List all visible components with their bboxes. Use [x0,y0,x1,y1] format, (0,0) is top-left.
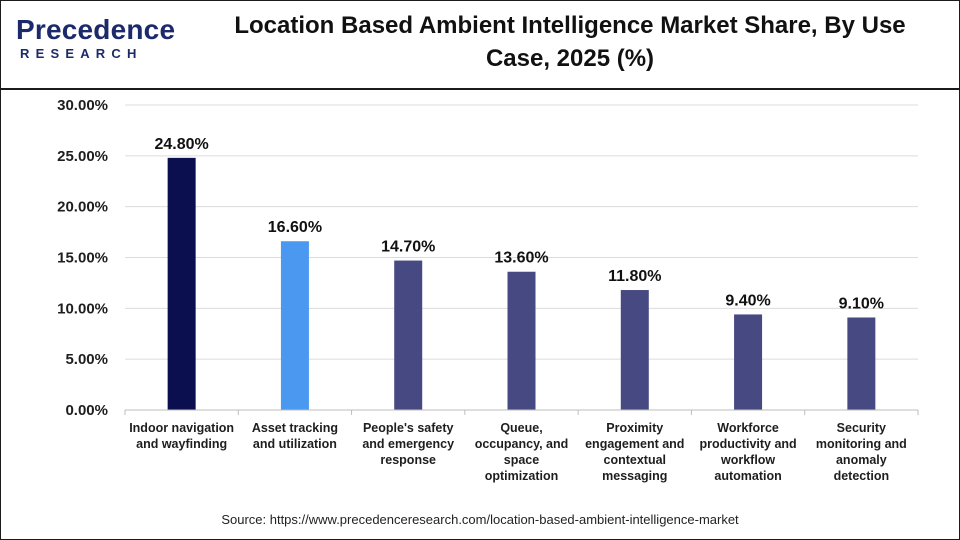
data-label: 9.40% [725,292,770,309]
category-label: Workforce productivity and workflow automat… [699,421,796,483]
bar [620,290,649,410]
chart-title: Location Based Ambient Intelligence Mark… [234,12,906,72]
bar [167,157,196,410]
data-label: 14.70% [381,239,435,256]
bars [167,157,876,410]
category-label: Security monitoring and anomaly detection [816,421,907,483]
chart-header: Precedence RESEARCH Location Based Ambie… [0,0,960,90]
y-tick-label: 0.00% [65,402,108,419]
y-tick-label: 5.00% [65,351,108,368]
category-label: Proximity engagement and contextual messagi… [585,421,684,483]
y-tick-label: 20.00% [57,199,108,216]
y-axis: 0.00% 5.00% 10.00% 15.00% 20.00% 25.00% 30.00% [57,97,108,419]
bar [280,241,309,410]
y-tick-label: 25.00% [57,148,108,165]
bar [394,260,423,410]
data-label: 16.60% [268,219,322,236]
y-tick-label: 10.00% [57,300,108,317]
y-tick-label: 15.00% [57,250,108,267]
bar [507,271,536,410]
data-label: 13.60% [494,250,548,267]
value-labels: 24.80% 16.60% 14.70% 13.60% 11.80% 9.40% 9.10% [155,136,885,313]
category-label: People's safety and emergency response [362,421,454,467]
y-tick-label: 30.00% [57,97,108,114]
bar [847,317,876,410]
bar [734,314,763,410]
category-label: Queue, occupancy, and space optimization [475,421,569,483]
logo-wordmark: Precedence [16,14,176,45]
x-axis [124,409,919,415]
data-label: 11.80% [608,268,661,285]
source-note: Source: https://www.precedenceresearch.c… [221,512,739,527]
data-label: 9.10% [839,295,884,312]
data-label: 24.80% [155,136,209,153]
logo-subtitle: RESEARCH [20,46,143,61]
category-labels: Indoor navigation and wayfinding Asset tra… [129,421,907,483]
category-label: Asset tracking and utilization [252,421,338,451]
category-label: Indoor navigation and wayfinding [129,421,234,451]
precedence-research-logo: Precedence RESEARCH [14,14,175,64]
